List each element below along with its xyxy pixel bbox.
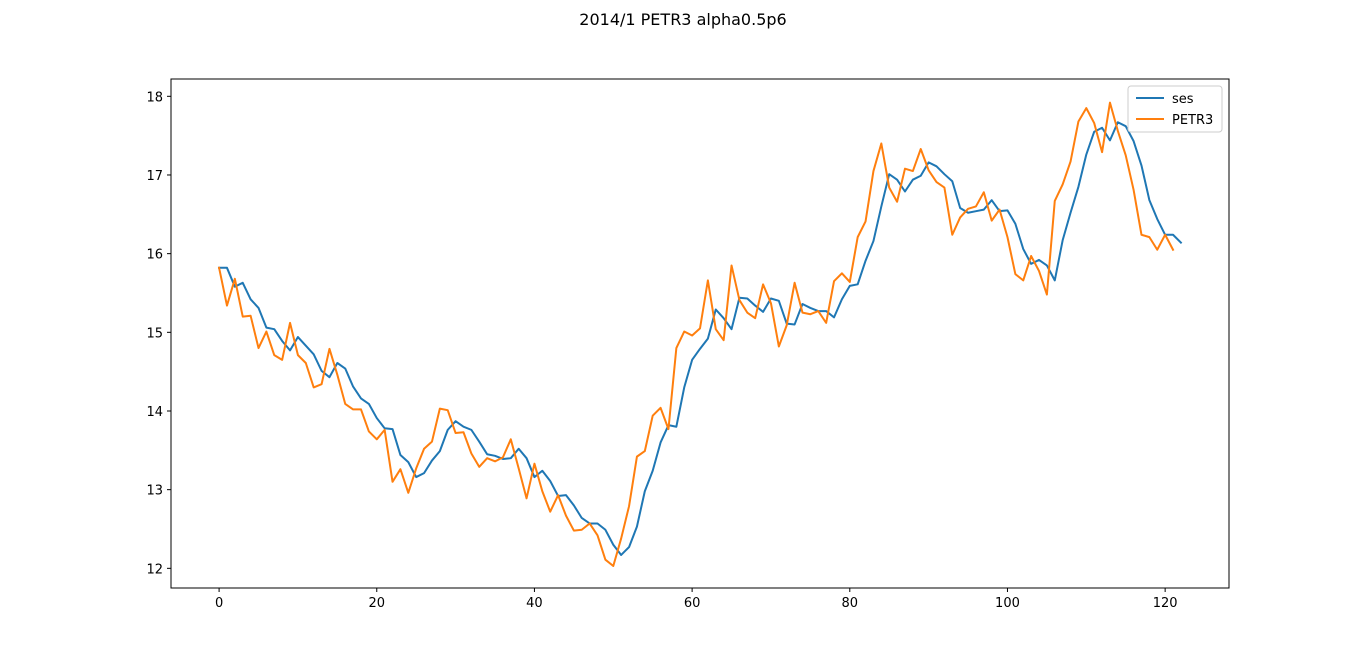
- legend-label-ses: ses: [1172, 92, 1194, 107]
- y-tick-label: 18: [146, 90, 163, 105]
- y-tick-label: 15: [146, 326, 163, 341]
- y-tick-label: 17: [146, 169, 163, 184]
- x-tick-label: 40: [526, 596, 543, 611]
- x-tick-label: 120: [1153, 596, 1178, 611]
- x-tick-label: 80: [842, 596, 859, 611]
- chart-title: 2014/1 PETR3 alpha0.5p6: [579, 10, 787, 29]
- series-layer: [217, 101, 1183, 567]
- x-tick-label: 20: [368, 596, 385, 611]
- y-axis: 12 13 14 15 16 17 18: [146, 90, 171, 577]
- x-tick-label: 100: [995, 596, 1020, 611]
- x-tick-label: 60: [684, 596, 701, 611]
- series-line-petr3: [217, 101, 1175, 567]
- x-axis: 0 20 40 60 80 100 120: [215, 588, 1178, 611]
- legend-label-petr3: PETR3: [1172, 113, 1213, 128]
- plot-area-frame: [170, 78, 1230, 589]
- y-tick-label: 12: [146, 562, 163, 577]
- legend: ses PETR3: [1127, 85, 1223, 133]
- y-tick-label: 13: [146, 484, 163, 499]
- y-tick-label: 16: [146, 248, 163, 263]
- series-line-ses: [218, 121, 1183, 556]
- y-tick-label: 14: [146, 405, 163, 420]
- x-tick-label: 0: [215, 596, 223, 611]
